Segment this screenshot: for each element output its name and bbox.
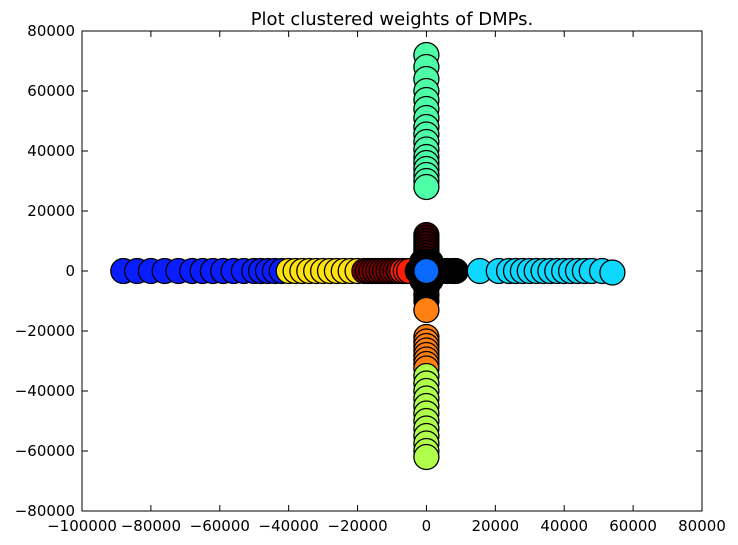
y-tick-label: 60000 [27,82,75,100]
x-tick-label: −20000 [327,517,387,535]
x-axis-tick-labels: −100000 −80000 −60000 −40000 −20000 0 20000 400… [47,517,726,535]
points-layer [110,41,626,471]
x-tick-label: −100000 [47,517,117,535]
data-point [413,173,440,201]
data-point [599,259,626,286]
y-tick-label: 0 [65,262,75,280]
y-axis-tick-labels: −80000 −60000 −40000 −20000 0 20000 40000 60000… [15,22,75,520]
series-9 [466,257,626,286]
series-0 [110,257,295,285]
data-point [413,296,440,324]
x-tick-label: 40000 [540,517,588,535]
y-tick-label: −20000 [15,322,75,340]
series-1 [275,257,371,285]
series-7 [413,362,440,471]
data-point [442,257,469,285]
x-tick-label: 0 [422,517,432,535]
axis-ticks [81,30,703,512]
data-point [413,257,440,285]
x-tick-label: 60000 [609,517,657,535]
data-point [413,443,440,471]
y-tick-label: 80000 [27,22,75,40]
x-tick-label: −40000 [259,517,319,535]
y-tick-label: −40000 [15,382,75,400]
series-10 [413,257,440,285]
x-tick-label: 20000 [471,517,519,535]
chart-title: Plot clustered weights of DMPs. [251,9,534,30]
y-tick-label: −60000 [15,442,75,460]
series-8 [413,41,440,201]
y-tick-label: −80000 [15,502,75,520]
y-tick-label: 20000 [27,202,75,220]
x-tick-label: −60000 [190,517,250,535]
y-tick-label: 40000 [27,142,75,160]
x-tick-label: −80000 [121,517,181,535]
x-tick-label: 80000 [678,517,726,535]
